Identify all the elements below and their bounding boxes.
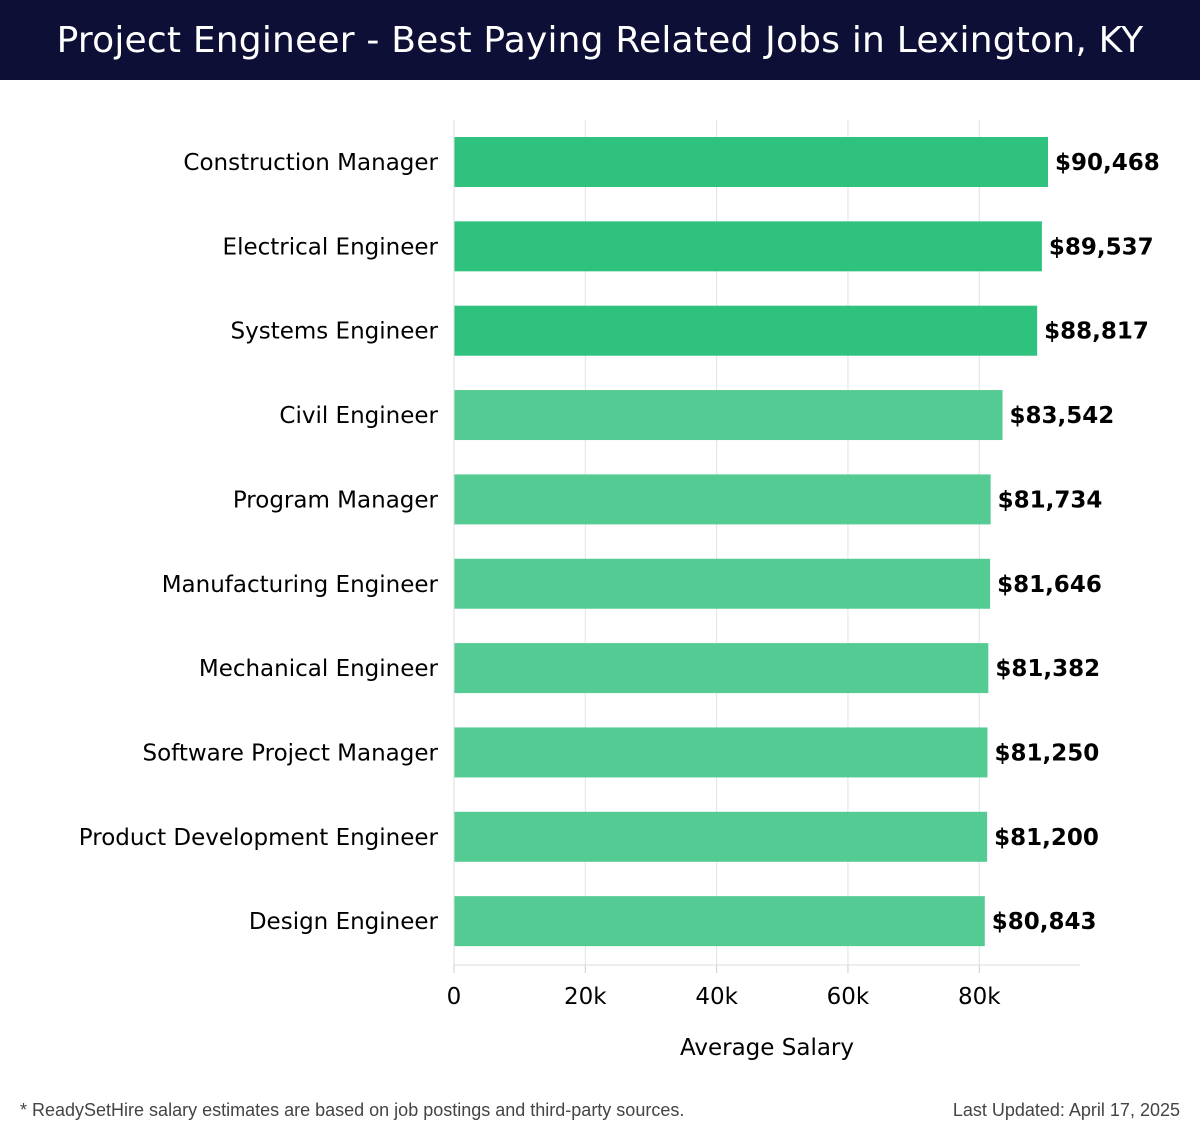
value-label: $81,250 bbox=[994, 740, 1099, 766]
category-label: Construction Manager bbox=[183, 150, 438, 176]
category-label: Design Engineer bbox=[249, 909, 439, 935]
x-tick-label: 80k bbox=[958, 984, 1001, 1010]
value-label: $83,542 bbox=[1010, 403, 1115, 429]
value-label: $81,200 bbox=[994, 825, 1099, 851]
category-label: Program Manager bbox=[233, 487, 439, 513]
category-labels: Construction Manager Electrical Engineer S… bbox=[79, 150, 439, 935]
bar bbox=[454, 390, 1003, 441]
x-tick-label: 0 bbox=[447, 984, 462, 1010]
category-label: Civil Engineer bbox=[279, 403, 438, 429]
category-label: Manufacturing Engineer bbox=[162, 572, 439, 598]
bar-chart: Construction Manager Electrical Engineer S… bbox=[79, 120, 1160, 1061]
bar bbox=[454, 558, 991, 609]
x-tick-label: 60k bbox=[827, 984, 870, 1010]
x-tick-label: 40k bbox=[695, 984, 738, 1010]
footnote: * ReadySetHire salary estimates are base… bbox=[20, 1100, 685, 1120]
last-updated: Last Updated: April 17, 2025 bbox=[952, 1100, 1180, 1120]
category-label: Electrical Engineer bbox=[223, 234, 439, 260]
category-label: Systems Engineer bbox=[231, 319, 439, 345]
bar bbox=[454, 896, 985, 947]
bar bbox=[454, 727, 988, 778]
category-label: Software Project Manager bbox=[142, 740, 438, 766]
bar bbox=[454, 474, 991, 525]
bars bbox=[454, 137, 1048, 947]
value-label: $81,382 bbox=[995, 656, 1100, 682]
page-title: Project Engineer - Best Paying Related J… bbox=[56, 19, 1144, 61]
category-label: Mechanical Engineer bbox=[199, 656, 439, 682]
bar bbox=[454, 305, 1038, 356]
value-label: $80,843 bbox=[992, 909, 1097, 935]
value-labels: $90,468 $89,537 $88,817 $83,542 $81,734 $81,6… bbox=[992, 150, 1160, 935]
value-label: $88,817 bbox=[1044, 319, 1149, 345]
value-label: $81,646 bbox=[997, 572, 1102, 598]
bar bbox=[454, 811, 988, 862]
value-label: $81,734 bbox=[998, 487, 1103, 513]
value-label: $89,537 bbox=[1049, 234, 1154, 260]
category-label: Product Development Engineer bbox=[79, 825, 439, 851]
x-tick-label: 20k bbox=[564, 984, 607, 1010]
x-axis-label: Average Salary bbox=[680, 1035, 854, 1061]
bar bbox=[454, 643, 989, 694]
bar bbox=[454, 221, 1042, 272]
x-axis: 0 20k 40k 60k 80k bbox=[447, 120, 1080, 1010]
value-label: $90,468 bbox=[1055, 150, 1160, 176]
title-bar: Project Engineer - Best Paying Related J… bbox=[0, 0, 1200, 80]
bar bbox=[454, 137, 1048, 187]
